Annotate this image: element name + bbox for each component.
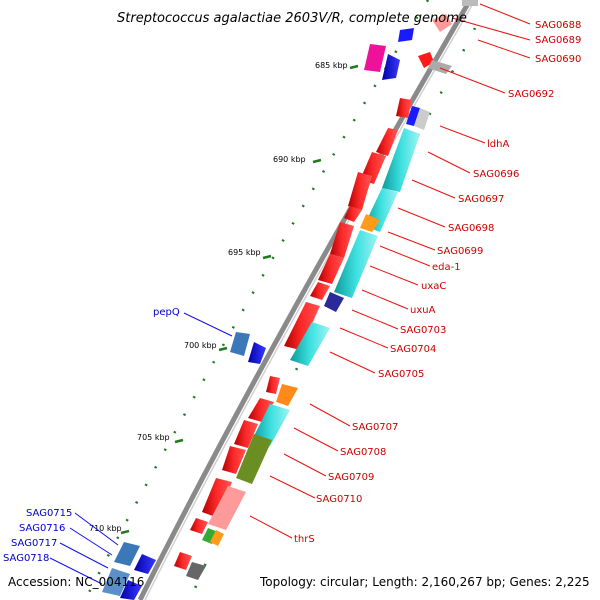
feature-sag0703b[interactable]	[324, 292, 344, 312]
genome-backbone-highlight	[144, 0, 476, 600]
feature-sag0704[interactable]	[284, 302, 320, 350]
label-sag0718[interactable]: SAG0718	[3, 553, 49, 564]
genome-backbone	[137, 0, 473, 600]
label-sag0705[interactable]: SAG0705	[378, 369, 424, 380]
tick-700	[218, 346, 228, 352]
feature-sag0713b[interactable]	[210, 530, 224, 546]
label-sag0710[interactable]: SAG0710	[316, 494, 362, 505]
tick-695	[262, 254, 272, 260]
label-sag0708[interactable]: SAG0708	[340, 447, 386, 458]
label-uxac[interactable]: uxaC	[421, 281, 446, 292]
tick-710	[120, 529, 130, 535]
map-title: Streptococcus agalactiae 2603V/R, comple…	[117, 11, 467, 26]
forward-leaders	[249, 3, 531, 539]
feature-orf-1[interactable]	[382, 128, 420, 192]
label-sag0696[interactable]: SAG0696	[473, 169, 519, 180]
feature-sag0693[interactable]	[396, 98, 412, 118]
feature-pepq-b[interactable]	[248, 342, 266, 364]
reverse-labels: pepQ SAG0715 SAG0716 SAG0717 SAG0718	[3, 307, 180, 564]
feature-orf-3[interactable]	[334, 230, 378, 298]
feature-sag0708[interactable]	[252, 404, 290, 446]
label-sag0707[interactable]: SAG0707	[352, 422, 398, 433]
feature-sag0716[interactable]	[134, 554, 156, 574]
label-sag0699[interactable]: SAG0699	[437, 246, 483, 257]
feature-sag0709[interactable]	[236, 434, 272, 484]
label-sag0698[interactable]: SAG0698	[448, 223, 494, 234]
label-sag0709[interactable]: SAG0709	[328, 472, 374, 483]
feature-sag0689[interactable]	[432, 14, 452, 32]
feature-sag0695[interactable]	[414, 108, 430, 130]
feature-sag0710a[interactable]	[222, 446, 246, 474]
label-sag0689[interactable]: SAG0689	[535, 35, 581, 46]
feature-sag0699[interactable]	[344, 206, 362, 222]
feature-uxac[interactable]	[330, 222, 354, 258]
label-ldha[interactable]: ldhA	[487, 139, 509, 150]
feature-sag0703[interactable]	[310, 282, 330, 300]
label-sag0690[interactable]: SAG0690	[535, 54, 581, 65]
feature-eda1[interactable]	[360, 214, 380, 232]
scale-label-710: 710 kbp	[89, 524, 122, 533]
label-eda-1[interactable]: eda-1	[432, 262, 461, 273]
feature-rev-top[interactable]	[398, 28, 414, 42]
label-pepq[interactable]: pepQ	[153, 307, 180, 318]
label-sag0717[interactable]: SAG0717	[11, 538, 57, 549]
label-sag0716[interactable]: SAG0716	[19, 523, 65, 534]
feature-sag0717[interactable]	[102, 568, 130, 596]
feature-pepq[interactable]	[230, 332, 250, 356]
feature-sag0706[interactable]	[266, 376, 280, 394]
feature-thrs[interactable]	[208, 486, 246, 530]
label-sag0715[interactable]: SAG0715	[26, 508, 72, 519]
feature-sag0698[interactable]	[348, 172, 372, 210]
feature-sag0714[interactable]	[174, 552, 192, 570]
scale-ticks	[120, 64, 359, 535]
feature-sag0708a[interactable]	[248, 398, 274, 422]
label-sag0692[interactable]: SAG0692	[508, 89, 554, 100]
label-sag0688[interactable]: SAG0688	[535, 20, 581, 31]
label-uxua[interactable]: uxuA	[410, 305, 436, 316]
label-sag0704[interactable]: SAG0704	[390, 344, 436, 355]
tick-705	[174, 438, 184, 444]
reverse-leaders	[49, 312, 233, 585]
tick-690	[312, 158, 322, 164]
feature-sag0688[interactable]	[462, 0, 478, 6]
label-thrs[interactable]: thrS	[294, 534, 315, 545]
label-sag0697[interactable]: SAG0697	[458, 194, 504, 205]
scale-label-695: 695 kbp	[228, 248, 261, 257]
feature-sag0715[interactable]	[114, 542, 140, 566]
feature-sag0707[interactable]	[276, 384, 298, 406]
scale-track	[83, 0, 430, 600]
feature-sag0696[interactable]	[376, 128, 398, 156]
accession-text: Accession: NC_004116	[8, 575, 144, 589]
label-sag0703[interactable]: SAG0703	[400, 325, 446, 336]
feature-sag0705[interactable]	[290, 322, 330, 366]
reverse-features	[102, 28, 414, 600]
feature-sag0714b[interactable]	[186, 562, 206, 580]
scale-label-685: 685 kbp	[315, 61, 348, 70]
forward-labels: SAG0688 SAG0689 SAG0690 SAG0692 ldhA SAG…	[294, 20, 581, 545]
feature-sag0718[interactable]	[120, 580, 142, 600]
topology-text: Topology: circular; Length: 2,160,267 bp…	[259, 575, 590, 589]
forward-features	[174, 0, 478, 580]
feature-ldha[interactable]	[406, 106, 420, 126]
scale-label-690: 690 kbp	[273, 155, 306, 164]
feature-sag0709a[interactable]	[234, 420, 258, 448]
feature-sag0712[interactable]	[190, 518, 208, 534]
feature-sag0710[interactable]	[202, 478, 232, 518]
scale-label-700: 700 kbp	[184, 341, 217, 350]
feature-rev-pink[interactable]	[364, 44, 386, 72]
feature-uxua[interactable]	[318, 254, 344, 284]
tick-685	[349, 64, 359, 70]
scale-label-705: 705 kbp	[137, 433, 170, 442]
feature-rev-blue1[interactable]	[382, 54, 400, 80]
